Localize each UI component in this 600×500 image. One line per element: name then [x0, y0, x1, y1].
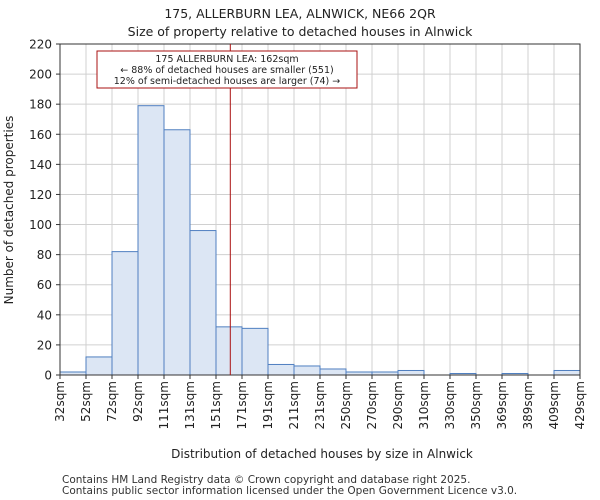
x-tick-label: 72sqm [105, 381, 119, 422]
annotation-line-3: 12% of semi-detached houses are larger (… [114, 76, 341, 87]
footer-line-1: Contains HM Land Registry data © Crown c… [62, 474, 471, 486]
y-tick-label: 60 [37, 278, 52, 292]
x-tick-label: 111sqm [157, 381, 171, 429]
x-tick-label: 211sqm [287, 381, 301, 429]
histogram-bar [553, 369, 581, 376]
y-tick-label: 160 [29, 128, 52, 142]
x-tick-label: 171sqm [235, 381, 249, 429]
chart-subtitle: Size of property relative to detached ho… [127, 24, 473, 39]
x-tick-label: 231sqm [313, 381, 327, 429]
y-tick-label: 20 [37, 338, 52, 352]
y-tick-label: 40 [37, 308, 52, 322]
y-axis-label: Number of detached properties [2, 116, 16, 305]
x-axis: 32sqm 52sqm 72sqm 92sqm 111sqm 131sqm 151sqm 17… [53, 375, 587, 429]
histogram-bar [215, 326, 243, 376]
chart-title: 175, ALLERBURN LEA, ALNWICK, NE66 2QR [164, 6, 436, 21]
y-tick-label: 140 [29, 158, 52, 172]
histogram-bar [267, 363, 295, 376]
y-tick-label: 0 [44, 369, 52, 383]
x-tick-label: 191sqm [261, 381, 275, 429]
x-tick-label: 250sqm [339, 381, 353, 429]
y-tick-label: 200 [29, 68, 52, 82]
histogram-bar [111, 251, 139, 376]
x-tick-label: 92sqm [131, 381, 145, 422]
x-axis-label: Distribution of detached houses by size … [171, 447, 473, 461]
x-tick-label: 330sqm [443, 381, 457, 429]
x-tick-label: 369sqm [495, 381, 509, 429]
histogram-bar [163, 129, 191, 376]
x-tick-label: 409sqm [547, 381, 561, 429]
x-tick-label: 131sqm [183, 381, 197, 429]
y-tick-label: 80 [37, 248, 52, 262]
histogram-bar [137, 105, 165, 376]
y-tick-label: 100 [29, 218, 52, 232]
histogram-bar [189, 230, 217, 376]
annotation-box: 175 ALLERBURN LEA: 162sqm ← 88% of detac… [96, 50, 358, 89]
x-tick-label: 389sqm [521, 381, 535, 429]
histogram-bar [293, 365, 321, 376]
annotation-rect [96, 50, 358, 89]
histogram-bar [319, 368, 347, 376]
x-tick-label: 350sqm [469, 381, 483, 429]
x-tick-label: 429sqm [573, 381, 587, 429]
y-tick-label: 180 [29, 98, 52, 112]
x-tick-label: 52sqm [79, 381, 93, 422]
footer-line-2: Contains public sector information licen… [62, 485, 518, 497]
x-tick-label: 310sqm [417, 381, 431, 429]
bars-layer [59, 105, 581, 376]
x-tick-label: 290sqm [391, 381, 405, 429]
histogram-bar [85, 356, 113, 376]
histogram-bar [241, 327, 269, 376]
histogram-bar [397, 369, 425, 376]
y-tick-label: 120 [29, 188, 52, 202]
x-tick-label: 151sqm [209, 381, 223, 429]
y-tick-label: 220 [29, 38, 52, 52]
annotation-line-1: 175 ALLERBURN LEA: 162sqm [155, 54, 298, 65]
x-tick-label: 270sqm [365, 381, 379, 429]
x-tick-label: 32sqm [53, 381, 67, 422]
annotation-line-2: ← 88% of detached houses are smaller (55… [120, 65, 333, 76]
y-axis: 0 20 40 60 80 100 120 140 160 180 200 220 [29, 38, 60, 383]
